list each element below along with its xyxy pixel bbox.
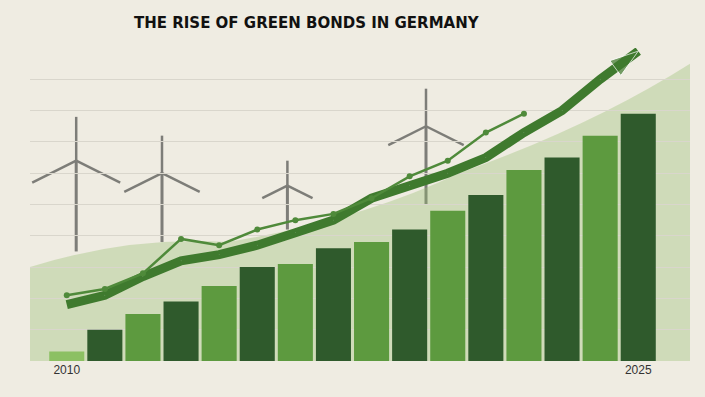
svg-text:2025: 2025 [625,363,652,377]
svg-text:THE RISE OF GREEN BONDS IN GER: THE RISE OF GREEN BONDS IN GERMANY [134,14,480,32]
svg-text:2010: 2010 [53,363,80,377]
